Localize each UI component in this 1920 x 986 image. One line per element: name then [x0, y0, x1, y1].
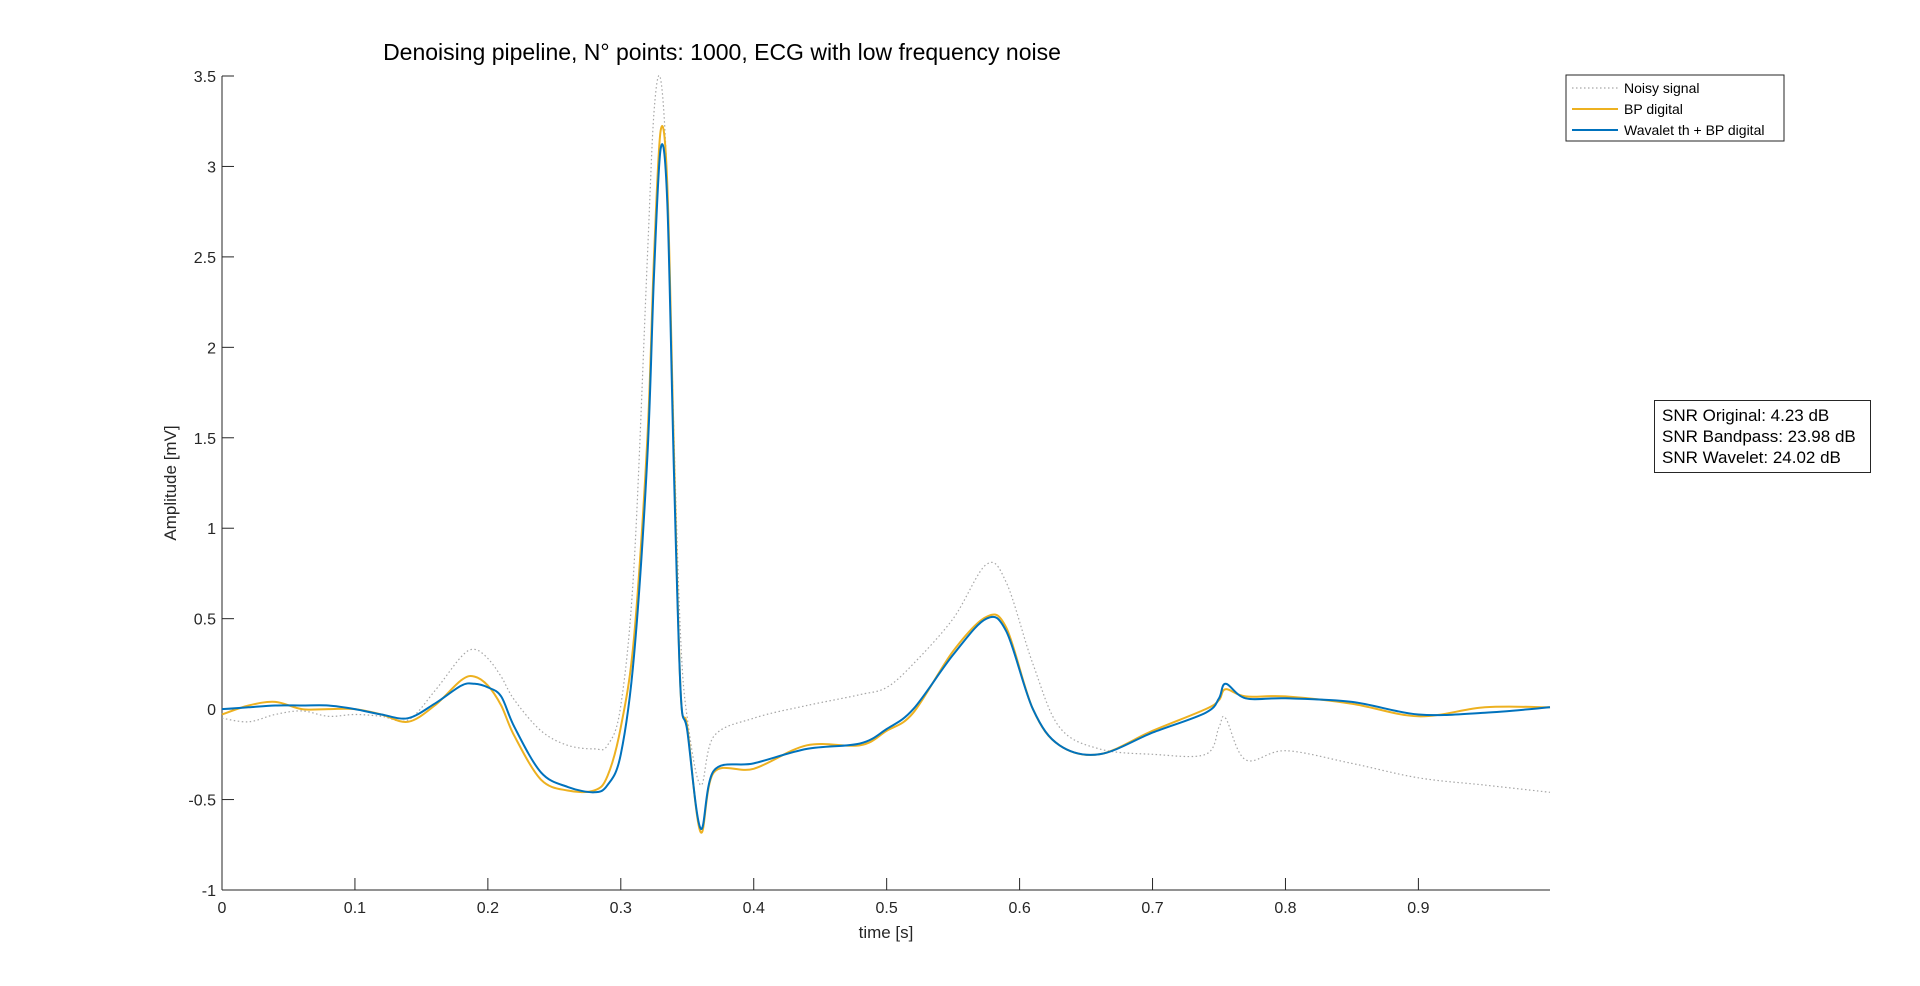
y-tick-label: -1: [202, 883, 216, 900]
plot-area: 0 0.1 0.2 0.3 0.4 0.5 0.6 0.7 0.8 0.9 -1 -0.5 0 0.5 1 1…: [188, 69, 1551, 917]
y-tick-label: -0.5: [188, 793, 216, 810]
x-tick-label: 0.4: [743, 900, 765, 917]
x-tick-label: 0.2: [477, 900, 499, 917]
y-tick-label: 2: [207, 340, 216, 357]
y-tick-label: 3.5: [194, 69, 216, 86]
x-tick-label: 0.6: [1008, 900, 1030, 917]
x-tick-label: 0.5: [876, 900, 898, 917]
y-tick-label: 0.5: [194, 612, 216, 629]
y-tick-label: 1: [207, 521, 216, 538]
legend-label-wavalet-th-bp-digital: Wavalet th + BP digital: [1624, 122, 1764, 138]
x-tick-label: 0.9: [1407, 900, 1429, 917]
y-tick-label: 3: [207, 159, 216, 176]
x-tick-label: 0.8: [1274, 900, 1296, 917]
series-line-noisy-signal: [221, 74, 1551, 793]
legend: Noisy signal BP digital Wavalet th + BP di…: [1565, 74, 1785, 142]
legend-label-noisy-signal: Noisy signal: [1624, 80, 1699, 96]
x-tick-label: 0.1: [344, 900, 366, 917]
series-line-wavalet-th-bp-digital: [221, 143, 1551, 830]
chart-title: Denoising pipeline, N° points: 1000, ECG…: [383, 39, 1061, 65]
legend-label-bp-digital: BP digital: [1624, 101, 1683, 117]
snr-bandpass-text: SNR Bandpass: 23.98 dB: [1662, 427, 1856, 446]
snr-wavelet-text: SNR Wavelet: 24.02 dB: [1662, 448, 1841, 467]
snr-annotation-box: SNR Original: 4.23 dB SNR Bandpass: 23.9…: [1654, 400, 1871, 473]
series-line-bp-digital: [221, 125, 1551, 834]
x-axis-label: time [s]: [859, 923, 914, 942]
x-tick-label: 0: [218, 900, 227, 917]
x-tick-label: 0.3: [610, 900, 632, 917]
x-tick-label: 0.7: [1141, 900, 1163, 917]
y-tick-label: 1.5: [194, 431, 216, 448]
y-axis-label: Amplitude [mV]: [161, 425, 180, 540]
y-tick-label: 2.5: [194, 250, 216, 267]
snr-original-text: SNR Original: 4.23 dB: [1662, 406, 1830, 425]
y-tick-label: 0: [207, 702, 216, 719]
